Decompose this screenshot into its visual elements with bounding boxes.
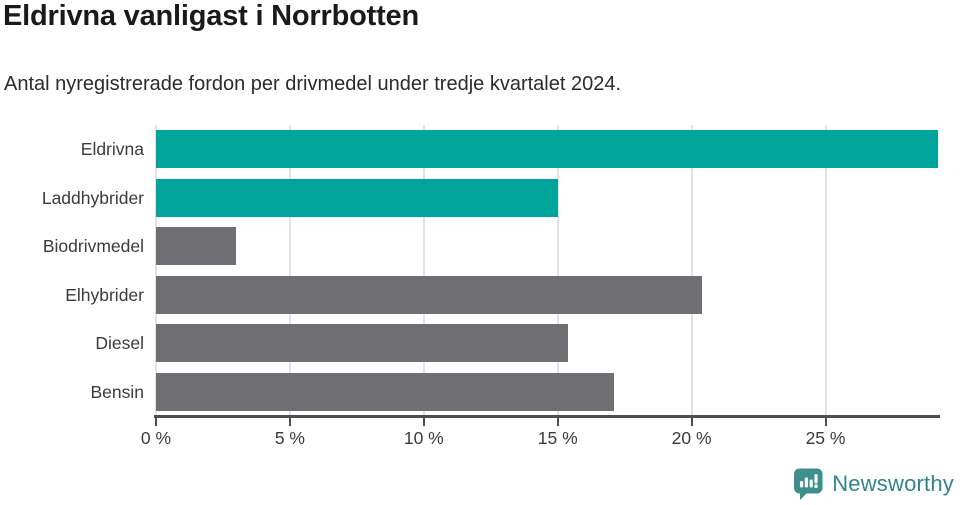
gridline <box>690 125 693 416</box>
tick-label: 25 % <box>805 428 846 448</box>
category-label: Eldrivna <box>80 139 144 159</box>
tick-mark <box>422 418 425 426</box>
tick-label: 10 % <box>403 428 444 448</box>
plot-area <box>155 125 938 416</box>
bar-row <box>156 125 938 174</box>
gridline <box>824 125 827 416</box>
x-axis-tick-labels: 0 % 5 % 10 % 15 % 20 % 25 % <box>141 428 938 452</box>
bar-row <box>156 174 938 223</box>
gridline <box>155 125 157 416</box>
category-label: Biodrivmedel <box>42 236 144 256</box>
tick-mark <box>556 418 559 426</box>
tick-mark <box>690 418 693 426</box>
gridline <box>422 125 425 416</box>
category-labels: Eldrivna Laddhybrider Biodrivmedel Elhybrid… <box>0 125 144 416</box>
bar-row <box>156 368 938 417</box>
bar <box>156 130 938 169</box>
bar-row <box>156 222 938 271</box>
newsworthy-speech-bubble-icon <box>794 468 823 500</box>
bar <box>156 372 614 411</box>
bar <box>156 227 237 266</box>
chart-title: Eldrivna vanligast i Norrbotten <box>3 0 419 32</box>
tick-label: 5 % <box>274 428 305 448</box>
category-label: Diesel <box>95 333 144 353</box>
tick-label: 20 % <box>671 428 712 448</box>
newsworthy-logo: Newsworthy <box>793 467 954 501</box>
tick-label: 15 % <box>537 428 578 448</box>
bar-row <box>156 271 938 320</box>
bar <box>156 178 558 217</box>
category-label: Laddhybrider <box>41 187 144 208</box>
x-axis-ticks <box>155 418 938 427</box>
gridline <box>288 125 291 416</box>
tick-label: 0 % <box>140 428 172 448</box>
tick-mark <box>288 418 291 426</box>
newsworthy-wordmark: Newsworthy <box>832 471 954 496</box>
tick-mark <box>824 418 827 426</box>
category-label: Bensin <box>90 381 144 402</box>
bar-rows <box>156 125 938 416</box>
bar <box>156 275 703 314</box>
gridline <box>556 125 559 416</box>
x-axis-line <box>154 415 940 418</box>
category-label: Elhybrider <box>65 284 144 305</box>
bar <box>156 324 569 363</box>
chart-subtitle: Antal nyregistrerade fordon per drivmede… <box>4 73 622 95</box>
gridlines <box>155 125 938 416</box>
bar-row <box>156 319 938 368</box>
tick-mark <box>155 418 157 426</box>
